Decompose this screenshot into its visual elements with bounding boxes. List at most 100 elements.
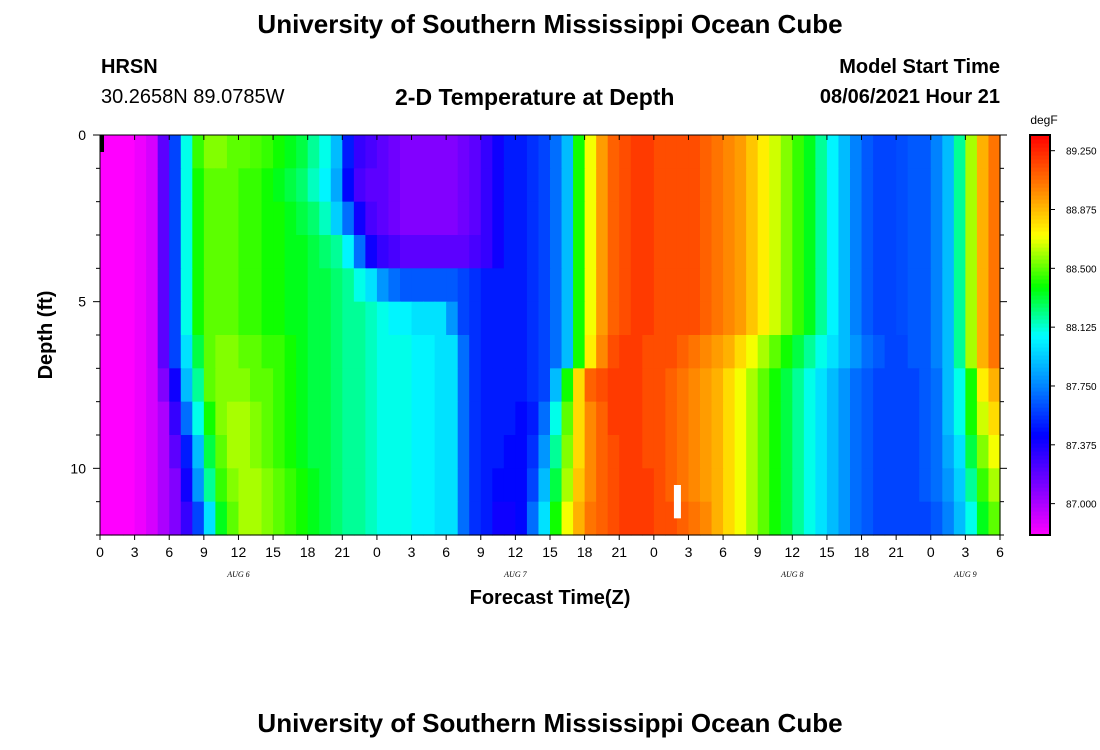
heat-cell — [169, 201, 182, 236]
heat-cell — [146, 335, 159, 369]
x-tick-label: 15 — [542, 544, 558, 560]
heat-cell — [319, 235, 332, 269]
heat-cell — [503, 468, 516, 503]
x-tick-label: 15 — [265, 544, 281, 560]
heat-cell — [976, 368, 990, 403]
colorbar-step — [1030, 427, 1050, 432]
heat-cell — [365, 135, 378, 169]
heat-cell — [226, 268, 240, 303]
colorbar-step — [1030, 371, 1050, 376]
colorbar-step — [1030, 155, 1050, 160]
heat-cell — [526, 468, 540, 503]
heat-cell — [769, 268, 782, 303]
colorbar-frame — [1029, 134, 1051, 536]
heat-cell — [319, 201, 332, 236]
heat-cell — [423, 168, 436, 203]
heat-cell — [250, 335, 263, 369]
heat-cell — [861, 168, 874, 203]
heat-cell — [953, 235, 966, 269]
colorbar-step — [1030, 255, 1050, 260]
heat-cell — [400, 335, 413, 369]
heat-cell — [515, 468, 528, 503]
heat-cell — [596, 435, 609, 469]
heat-cell — [896, 468, 909, 503]
heat-cell — [815, 268, 828, 303]
heat-cell — [388, 468, 401, 503]
heat-cell — [457, 135, 470, 169]
heat-cell — [330, 235, 343, 269]
heat-cell — [169, 135, 182, 169]
heat-cell — [457, 335, 470, 369]
heat-cell — [123, 135, 136, 169]
heat-cell — [769, 201, 782, 236]
heat-cell — [919, 368, 932, 403]
heat-cell — [815, 168, 828, 203]
heat-cell — [607, 201, 620, 236]
heat-cell — [653, 501, 666, 536]
heat-cell — [330, 135, 343, 169]
heat-cell — [307, 135, 320, 169]
heat-cell — [480, 501, 493, 536]
heat-cell — [838, 235, 851, 269]
colorbar-step — [1030, 315, 1050, 320]
heat-cell — [203, 168, 216, 203]
heat-cell — [873, 135, 886, 169]
heat-cell — [723, 235, 736, 269]
heat-cell — [319, 435, 332, 469]
heat-cell — [850, 268, 863, 303]
heat-cell — [769, 335, 782, 369]
heat-cell — [815, 368, 828, 403]
colorbar-step — [1030, 251, 1050, 256]
heat-cell — [123, 201, 136, 236]
colorbar-step — [1030, 279, 1050, 284]
heat-cell — [250, 201, 263, 236]
heat-cell — [919, 435, 932, 469]
heat-cell — [896, 335, 909, 369]
heat-cell — [607, 468, 620, 503]
heat-cell — [734, 168, 747, 203]
heat-cell — [365, 468, 378, 503]
heat-cell — [365, 268, 378, 303]
heat-cell — [838, 468, 851, 503]
heat-cell — [342, 501, 355, 536]
heat-cell — [284, 268, 297, 303]
heat-cell — [550, 235, 563, 269]
heat-cell — [769, 135, 782, 169]
heat-cell — [850, 435, 863, 469]
heat-cell — [550, 468, 563, 503]
heat-cell — [330, 301, 343, 336]
x-tick-label: 12 — [231, 544, 247, 560]
heat-cell — [330, 335, 343, 369]
heat-cell — [550, 135, 563, 169]
heat-cell — [238, 168, 251, 203]
heat-cell — [757, 235, 770, 269]
heat-cell — [723, 501, 736, 536]
start-time-bar — [100, 135, 104, 152]
heat-cell — [711, 501, 724, 536]
heat-cell — [561, 401, 574, 436]
heat-cell — [226, 135, 240, 169]
heat-cell — [307, 435, 320, 469]
heat-cell — [526, 301, 540, 336]
date-label: AUG 7 — [503, 570, 527, 579]
heat-cell — [953, 335, 966, 369]
colorbar-step — [1030, 463, 1050, 468]
heat-cell — [700, 435, 713, 469]
heat-cell — [884, 268, 897, 303]
heat-cell — [642, 368, 655, 403]
heat-cell — [780, 501, 793, 536]
heat-cell — [780, 268, 793, 303]
x-tick-label: 18 — [854, 544, 870, 560]
heat-cell — [215, 301, 228, 336]
heat-cell — [907, 435, 920, 469]
heat-cell — [711, 135, 724, 169]
heat-cell — [446, 268, 459, 303]
date-label: AUG 8 — [780, 570, 803, 579]
heat-cell — [515, 335, 528, 369]
heat-cell — [792, 168, 805, 203]
heat-cell — [573, 335, 586, 369]
heat-cell — [942, 401, 955, 436]
heat-cell — [919, 168, 932, 203]
colorbar-step — [1030, 359, 1050, 364]
